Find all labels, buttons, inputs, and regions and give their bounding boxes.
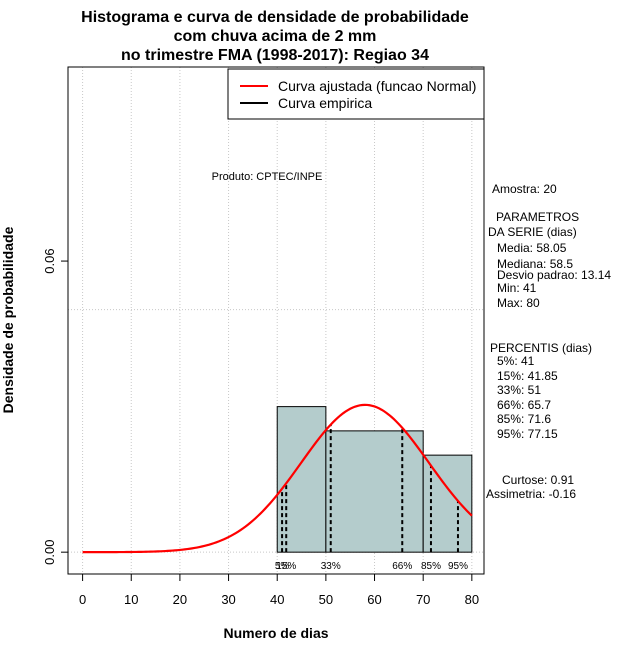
side-panel: Amostra: 20 PARAMETROS DA SERIE (dias) M… [486, 182, 611, 501]
chart-title: Histograma e curva de densidade de proba… [81, 9, 469, 64]
fitted-curve-layer [82, 403, 473, 554]
x-tick-label: 80 [465, 592, 479, 607]
y-tick-label: 0.00 [42, 540, 57, 565]
percentil-line: 85%: 71.6 [497, 412, 551, 426]
percentile-label: 95% [448, 561, 468, 572]
x-tick-label: 60 [367, 592, 381, 607]
legend-label-fitted: Curva ajustada (funcao Normal) [278, 78, 476, 94]
product-note: Produto: CPTEC/INPE [212, 171, 323, 183]
percentil-line: 15%: 41.85 [497, 369, 558, 383]
x-tick-label: 70 [416, 592, 430, 607]
y-tick-label: 0.06 [42, 248, 57, 273]
params-header-1: PARAMETROS [496, 210, 579, 224]
param-line: Mediana: 58.5 [497, 257, 573, 271]
x-tick-label: 20 [173, 592, 187, 607]
x-tick-label: 30 [221, 592, 235, 607]
param-line: Media: 58.05 [497, 241, 567, 255]
legend-label-empirical: Curva empirica [278, 95, 372, 111]
percentile-lines: 5%15% 33% 66% 85% 95% [275, 424, 468, 572]
histogram-bar [325, 430, 424, 553]
param-line: Desvio padrao: 13.14 [497, 268, 611, 282]
percentile-label: 33% [321, 561, 341, 572]
histogram-bars [276, 406, 473, 553]
skewness: Assimetria: -0.16 [486, 487, 576, 501]
kurtosis: Curtose: 0.91 [502, 473, 574, 487]
title-line-2: com chuva acima de 2 mm [174, 28, 377, 45]
legend: Curva ajustada (funcao Normal) Curva emp… [227, 68, 485, 120]
title-line-3: no trimestre FMA (1998-2017): Regiao 34 [121, 47, 429, 64]
histogram-bar [276, 406, 327, 553]
percentile-label: 5% [275, 561, 290, 572]
grid-lines [68, 67, 484, 574]
percentil-line: 95%: 77.15 [497, 427, 558, 441]
percentil-line: 66%: 65.7 [497, 398, 551, 412]
percentis-header: PERCENTIS (dias) [490, 341, 592, 355]
params-header-2: DA SERIE (dias) [488, 225, 577, 239]
param-line: Max: 80 [497, 296, 540, 310]
x-tick-label: 50 [319, 592, 333, 607]
x-axis-label: Numero de dias [223, 625, 328, 641]
percentile-label: 66% [392, 561, 412, 572]
x-tick-label: 0 [79, 592, 86, 607]
fitted-curve [82, 403, 473, 554]
sample-size: Amostra: 20 [492, 182, 557, 196]
percentile-label: 85% [421, 561, 441, 572]
axes: 0 10 20 30 40 50 60 70 80 0.00 0.06 [42, 248, 479, 607]
y-axis-label: Densidade de probabilidade [0, 226, 16, 413]
x-tick-label: 10 [124, 592, 138, 607]
percentile-label: 15% [276, 561, 296, 572]
x-tick-label: 40 [270, 592, 284, 607]
legend-box [227, 68, 485, 120]
percentil-line: 33%: 51 [497, 383, 541, 397]
param-line: Min: 41 [497, 281, 537, 295]
title-line-1: Histograma e curva de densidade de proba… [81, 9, 469, 26]
percentil-line: 5%: 41 [497, 354, 535, 368]
